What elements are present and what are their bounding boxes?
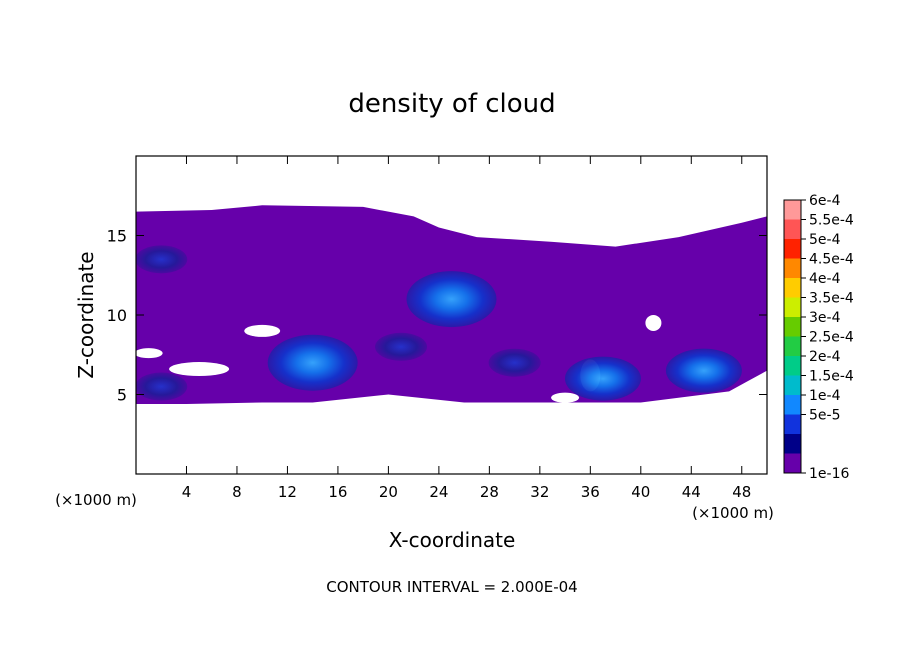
- colorbar-swatch: [784, 239, 801, 259]
- x-tick-label: 28: [480, 483, 499, 501]
- cloud-gap: [551, 392, 580, 403]
- density-cell: [136, 372, 188, 401]
- x-tick-label: 24: [429, 483, 448, 501]
- colorbar-swatch: [784, 258, 801, 279]
- density-cell: [267, 334, 358, 391]
- plot-area: [136, 205, 767, 405]
- cloud-field: [136, 205, 767, 405]
- colorbar-label: 2.5e-4: [809, 330, 854, 346]
- y-tick-label: 15: [107, 227, 127, 246]
- x-tick-label: 32: [530, 483, 549, 501]
- cloud-gap: [169, 362, 230, 377]
- x-tick-label: 12: [278, 483, 297, 501]
- density-cell: [665, 348, 742, 393]
- colorbar-swatch: [784, 200, 801, 220]
- x-tick-label: 4: [182, 483, 192, 501]
- density-cell: [564, 356, 641, 401]
- colorbar-label: 1e-4: [809, 388, 841, 404]
- colorbar-swatch: [784, 356, 801, 376]
- x-tick-label: 48: [732, 483, 751, 501]
- colorbar-swatch: [784, 317, 801, 337]
- colorbar-label: 5.5e-4: [809, 213, 854, 229]
- colorbar-label: 3e-4: [809, 310, 841, 326]
- colorbar-label: 5e-5: [809, 408, 840, 424]
- x-tick-label: 36: [581, 483, 600, 501]
- colorbar-swatch: [784, 297, 801, 318]
- colorbar-swatch: [784, 278, 801, 298]
- y-tick-label: 10: [107, 306, 127, 325]
- density-cell: [406, 271, 497, 328]
- colorbar-label: 4e-4: [809, 271, 841, 287]
- density-cell: [136, 245, 188, 274]
- y-axis-ticks: 5 10 15: [107, 227, 767, 405]
- contour-interval: CONTOUR INTERVAL = 2.000E-04: [326, 578, 577, 596]
- cloud-gap: [474, 218, 555, 237]
- density-cell: [375, 332, 428, 361]
- x-tick-label: 16: [328, 483, 347, 501]
- colorbar-swatch: [784, 414, 801, 435]
- x-tick-label: 40: [631, 483, 650, 501]
- colorbar-swatch: [784, 434, 801, 454]
- colorbar-swatch: [784, 453, 801, 474]
- cloud-gap: [136, 348, 163, 359]
- chart-title: density of cloud: [348, 89, 555, 119]
- colorbar-swatch: [784, 219, 801, 240]
- colorbar-swatch: [784, 395, 801, 415]
- x-tick-label: 20: [379, 483, 398, 501]
- colorbar-label: 3.5e-4: [809, 291, 854, 307]
- x-axis-label: X-coordinate: [389, 528, 516, 552]
- colorbar-label: 1.5e-4: [809, 369, 854, 385]
- x-axis-ticks: 4 8 12 16 20 24 28 32 36 40 44 48: [182, 156, 751, 501]
- cloud-gap: [244, 324, 281, 337]
- colorbar-label: 1e-16: [809, 466, 849, 482]
- colorbar-swatch: [784, 336, 801, 357]
- x-unit-right: (×1000 m): [692, 504, 774, 522]
- x-unit-left: (×1000 m): [55, 491, 137, 509]
- cloud-gap: [645, 314, 662, 331]
- colorbar-swatch: [784, 375, 801, 396]
- colorbar: 6e-4 5.5e-4 5e-4 4.5e-4 4e-4 3.5e-4 3e-4 2.5e-4…: [783, 193, 854, 482]
- colorbar-label: 5e-4: [809, 232, 841, 248]
- x-tick-label: 8: [232, 483, 242, 501]
- y-axis-label: Z-coordinate: [74, 251, 98, 378]
- density-cell: [488, 348, 541, 377]
- y-tick-label: 5: [117, 386, 127, 405]
- colorbar-label: 4.5e-4: [809, 252, 854, 268]
- x-tick-label: 44: [682, 483, 701, 501]
- colorbar-label: 2e-4: [809, 349, 841, 365]
- colorbar-label: 6e-4: [809, 193, 841, 209]
